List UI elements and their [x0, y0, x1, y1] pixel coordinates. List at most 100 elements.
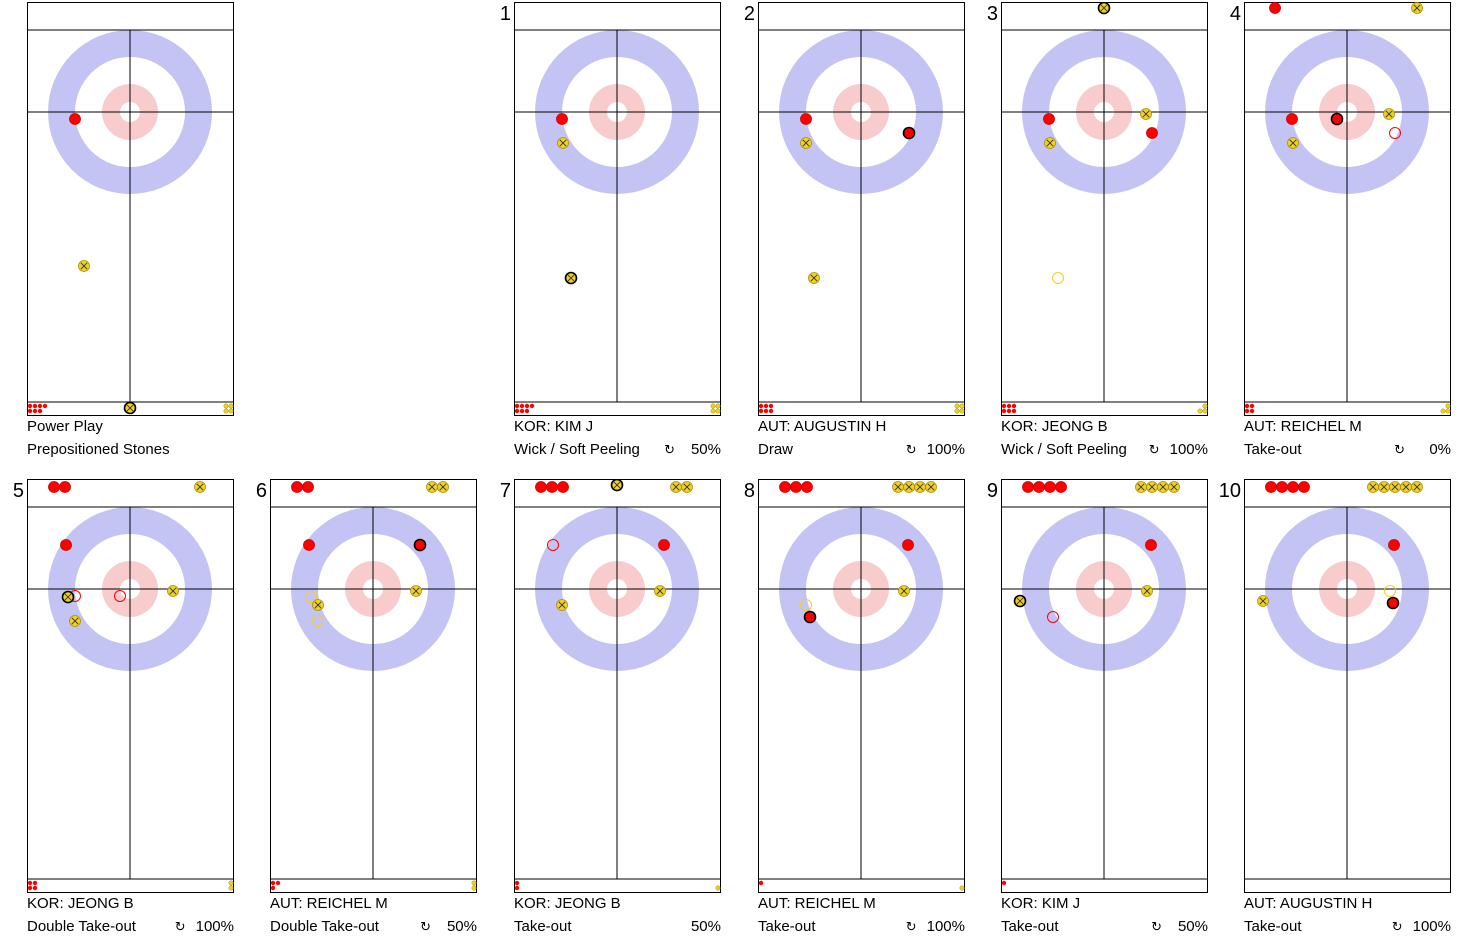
yellow-stone [610, 479, 624, 492]
red-ghost-stone [114, 590, 126, 602]
shot-player: KOR: JEONG B [27, 895, 134, 912]
red-stone [59, 481, 71, 493]
shot-panel-4: 4 AUT: REICHEL M Take-out ↻ 0% [1217, 0, 1451, 460]
red-stone [1146, 127, 1158, 139]
remaining-red-stone [1006, 408, 1012, 414]
yellow-stone [1383, 108, 1395, 120]
shot-player: AUT: AUGUSTIN H [758, 418, 887, 435]
remaining-red-stone [37, 408, 43, 414]
shot-player: AUT: REICHEL M [1244, 418, 1362, 435]
yellow-stone [898, 585, 910, 597]
red-ghost-stone [1389, 127, 1401, 139]
remaining-red-stone [519, 403, 525, 409]
shot-number: 6 [255, 480, 267, 502]
shot-number: 5 [12, 480, 24, 502]
red-stone [556, 113, 568, 125]
shot-percent: 50% [690, 918, 721, 935]
rotation-icon: ↻ [1148, 442, 1160, 457]
yellow-ghost-stone [1384, 585, 1396, 597]
yellow-stone [1257, 595, 1269, 607]
shot-type: Take-out [1244, 918, 1302, 935]
remaining-red-stone [1249, 408, 1255, 414]
remaining-red-stone [758, 408, 764, 414]
yellow-stone [1157, 481, 1169, 493]
curling-sheet [758, 479, 965, 893]
red-stone [302, 481, 314, 493]
yellow-ghost-stone [800, 599, 812, 611]
remaining-yellow-stone [1197, 408, 1203, 414]
shot-type: Take-out [758, 918, 816, 935]
shot-type: Double Take-out [270, 918, 379, 935]
red-stone [902, 539, 914, 551]
shot-panel-10: 10 AUT: AUGUSTIN H Take-out ↻ 100% [1217, 477, 1451, 937]
yellow-stone [1097, 2, 1111, 15]
yellow-stone [1146, 481, 1158, 493]
remaining-yellow-stone [715, 885, 721, 891]
shot-player: AUT: AUGUSTIN H [1244, 895, 1373, 912]
yellow-stone [1141, 585, 1153, 597]
yellow-stone [564, 271, 578, 285]
red-stone [1265, 481, 1277, 493]
shot-type: Take-out [1244, 441, 1302, 458]
red-stone [1287, 481, 1299, 493]
yellow-stone [914, 481, 926, 493]
remaining-red-stone [32, 880, 38, 886]
remaining-yellow-stone [471, 885, 477, 891]
remaining-red-stone [768, 408, 774, 414]
remaining-red-stone [514, 885, 520, 891]
red-stone [303, 539, 315, 551]
shot-number: 8 [743, 480, 755, 502]
red-stone [1043, 113, 1055, 125]
shot-number: 10 [1218, 480, 1241, 502]
rotation-icon: ↻ [905, 442, 917, 457]
red-stone [69, 113, 81, 125]
shot-player: AUT: REICHEL M [270, 895, 388, 912]
shot-panel-7: 7 KOR: JEONG B Take-out 50% [487, 477, 721, 937]
yellow-stone [1135, 481, 1147, 493]
remaining-yellow-stone [228, 880, 234, 886]
shot-panel-1: 1 KOR: KIM J Wick / Soft Peeling ↻ 50% [487, 0, 721, 460]
yellow-stone [1367, 481, 1379, 493]
red-stone [801, 481, 813, 493]
curling-sheet [1244, 479, 1451, 893]
remaining-red-stone [1011, 408, 1017, 414]
yellow-ghost-stone [305, 591, 317, 603]
rotation-icon: ↻ [1391, 919, 1403, 934]
remaining-yellow-stone [954, 408, 960, 414]
yellow-stone [1140, 108, 1152, 120]
shot-player: KOR: KIM J [1001, 895, 1081, 912]
red-stone [779, 481, 791, 493]
remaining-red-stone [763, 408, 769, 414]
shot-type: Take-out [1001, 918, 1059, 935]
yellow-stone [654, 585, 666, 597]
rotation-icon: ↻ [664, 442, 675, 457]
remaining-yellow-stone [223, 403, 229, 409]
shot-panel-5: 5 KOR: JEONG B Double Take-out ↻ 100% [0, 477, 234, 937]
red-stone [1033, 481, 1045, 493]
shot-percent: 50% [690, 441, 721, 458]
shot-panel-2: 2 AUT: AUGUSTIN H Draw ↻ 100% [731, 0, 965, 460]
shot-number: 4 [1229, 3, 1241, 25]
red-stone [557, 481, 569, 493]
yellow-stone [410, 585, 422, 597]
yellow-stone [681, 481, 693, 493]
red-stone [1386, 596, 1400, 610]
shot-type: Wick / Soft Peeling [514, 441, 640, 458]
yellow-stone [800, 137, 812, 149]
remaining-red-stone [1249, 403, 1255, 409]
rotation-icon: ↻ [420, 919, 431, 934]
yellow-stone [1287, 137, 1299, 149]
curling-sheet [758, 2, 965, 416]
yellow-stone [61, 590, 75, 604]
yellow-stone [1411, 481, 1423, 493]
remaining-yellow-stone [1445, 403, 1451, 409]
remaining-red-stone [32, 408, 38, 414]
remaining-yellow-stone [471, 880, 477, 886]
yellow-ghost-stone [312, 615, 324, 627]
shot-player: KOR: KIM J [514, 418, 594, 435]
yellow-stone [69, 615, 81, 627]
remaining-yellow-stone [228, 885, 234, 891]
remaining-yellow-stone [223, 408, 229, 414]
remaining-red-stone [768, 403, 774, 409]
remaining-yellow-stone [228, 403, 234, 409]
